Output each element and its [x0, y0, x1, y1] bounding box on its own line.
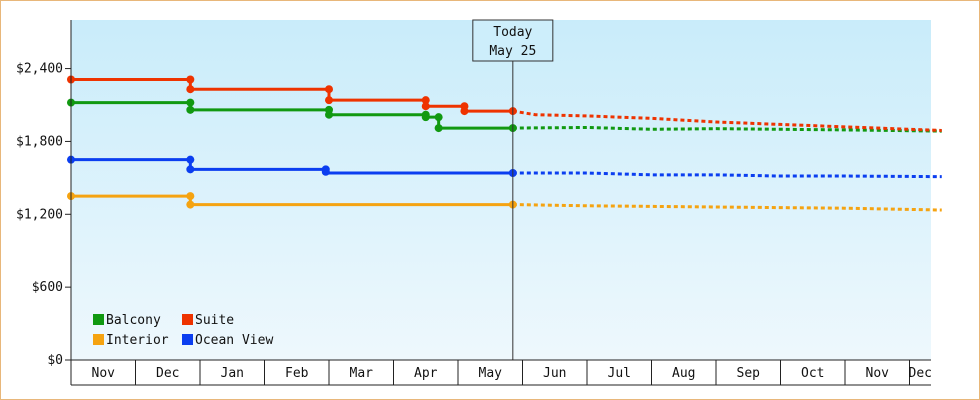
x-tick-label: Nov — [92, 366, 116, 381]
x-tick-label: Mar — [350, 366, 374, 381]
data-point — [325, 85, 333, 94]
legend-item-interior: Interior — [93, 333, 169, 348]
y-tick-label: $600 — [32, 280, 63, 295]
data-point — [186, 105, 195, 114]
series-forecast-line — [512, 125, 942, 133]
data-point — [186, 98, 195, 107]
today-date-label: May 25 — [489, 44, 536, 59]
x-tick-label: Jan — [221, 366, 244, 381]
data-point — [325, 96, 333, 105]
legend-item-suite: Suite — [182, 313, 234, 328]
x-tick-label: Dec — [909, 366, 932, 381]
x-tick-label: Jun — [543, 366, 566, 381]
series-ocean-view — [67, 155, 942, 179]
data-point — [186, 155, 195, 164]
data-point — [186, 165, 195, 174]
series-forecast-line — [512, 171, 942, 179]
legend: Balcony Suite Interior Ocean View — [93, 313, 273, 348]
x-tick-label: Dec — [156, 366, 179, 381]
series-forecast-line — [512, 203, 942, 212]
x-tick-label: Aug — [672, 366, 695, 381]
legend-label: Ocean View — [195, 333, 273, 348]
data-point — [186, 192, 195, 201]
x-tick-label: May — [479, 366, 503, 381]
x-axis: Nov Dec Jan Feb Mar Apr May Jun Jul Aug Sep Oct Nov D… — [70, 359, 932, 386]
legend-swatch — [93, 334, 104, 345]
series-balcony — [67, 98, 942, 133]
legend-item-ocean-view: Ocean View — [182, 333, 273, 348]
data-point — [186, 200, 195, 209]
series-layer — [67, 75, 942, 212]
data-point — [434, 113, 443, 122]
y-tick-label: $0 — [47, 353, 63, 368]
data-point — [186, 85, 195, 94]
data-point — [421, 96, 430, 105]
legend-label: Interior — [106, 333, 169, 348]
legend-swatch — [182, 334, 193, 345]
data-point — [421, 102, 430, 111]
legend-swatch — [93, 314, 104, 325]
today-box — [472, 19, 554, 62]
y-tick-label: $2,400 — [16, 62, 63, 77]
series-history-line — [71, 158, 513, 175]
plot-area — [71, 20, 931, 360]
legend-item-balcony: Balcony — [93, 313, 161, 328]
x-tick-label: Apr — [414, 366, 438, 381]
legend-label: Balcony — [106, 313, 161, 328]
legend-label: Suite — [195, 313, 234, 328]
series-interior — [67, 192, 942, 212]
x-tick-label: Feb — [285, 366, 309, 381]
x-tick-label: Nov — [866, 366, 890, 381]
series-forecast-line — [512, 109, 942, 132]
today-marker: Today May 25 — [472, 19, 554, 360]
data-point — [421, 113, 430, 122]
today-label: Today — [493, 25, 532, 40]
data-point — [460, 107, 469, 116]
legend-swatch — [182, 314, 193, 325]
y-tick-label: $1,800 — [16, 134, 63, 149]
data-point — [321, 167, 330, 176]
x-tick-label: Sep — [737, 366, 761, 381]
data-point — [186, 75, 195, 84]
x-tick-label: Jul — [608, 366, 631, 381]
y-tick-label: $1,200 — [16, 207, 63, 222]
x-tick-label: Oct — [801, 366, 824, 381]
data-point — [325, 110, 333, 119]
data-point — [434, 124, 443, 133]
series-history-line — [71, 194, 513, 207]
y-axis: $0 $600 $1,200 $1,800 $2,400 — [16, 20, 72, 368]
